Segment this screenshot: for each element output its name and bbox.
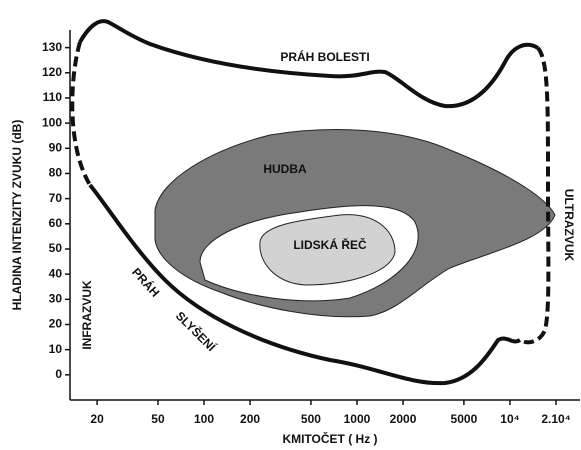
annotation: PRÁH BOLESTI [280, 49, 369, 64]
y-tick-label: 0 [55, 367, 62, 381]
y-tick-label: 100 [42, 115, 62, 129]
y-tick-label: 30 [49, 291, 63, 305]
annotation: INFRAZVUK [80, 280, 94, 350]
x-tick-label: 2.10⁴ [541, 412, 570, 426]
x-tick-label: 10⁴ [500, 412, 519, 426]
annotation: LIDSKÁ ŘEČ [293, 237, 367, 252]
y-tick-label: 130 [42, 40, 62, 54]
y-tick-label: 120 [42, 65, 62, 79]
x-tick-label: 20 [90, 412, 104, 426]
y-tick-label: 10 [49, 342, 63, 356]
y-tick-label: 20 [49, 317, 63, 331]
x-tick-label: 500 [301, 412, 321, 426]
y-axis-label: HLADINA INTENZITY ZVUKU (dB) [10, 120, 24, 311]
annotation: ULTRAZVUK [562, 189, 576, 262]
y-tick-label: 40 [49, 266, 63, 280]
ultrasound-boundary [518, 46, 551, 345]
x-tick-label: 1000 [344, 412, 371, 426]
y-tick-label: 60 [49, 216, 63, 230]
y-tick-label: 80 [49, 166, 63, 180]
annotation: HUDBA [263, 162, 307, 176]
x-tick-label: 100 [194, 412, 214, 426]
speech-region [259, 214, 396, 286]
x-tick-label: 200 [240, 412, 260, 426]
y-tick-label: 70 [49, 191, 63, 205]
y-tick-label: 110 [43, 90, 63, 104]
infrasound-boundary [70, 41, 92, 187]
x-axis-label: KMITOČET ( Hz ) [282, 431, 377, 446]
y-tick-label: 90 [49, 140, 63, 154]
x-tick-label: 50 [151, 412, 165, 426]
pain-threshold [78, 19, 540, 109]
y-tick-label: 50 [49, 241, 63, 255]
x-tick-label: 5000 [451, 412, 478, 426]
x-tick-label: 2000 [390, 412, 417, 426]
hearing-threshold [88, 183, 522, 386]
